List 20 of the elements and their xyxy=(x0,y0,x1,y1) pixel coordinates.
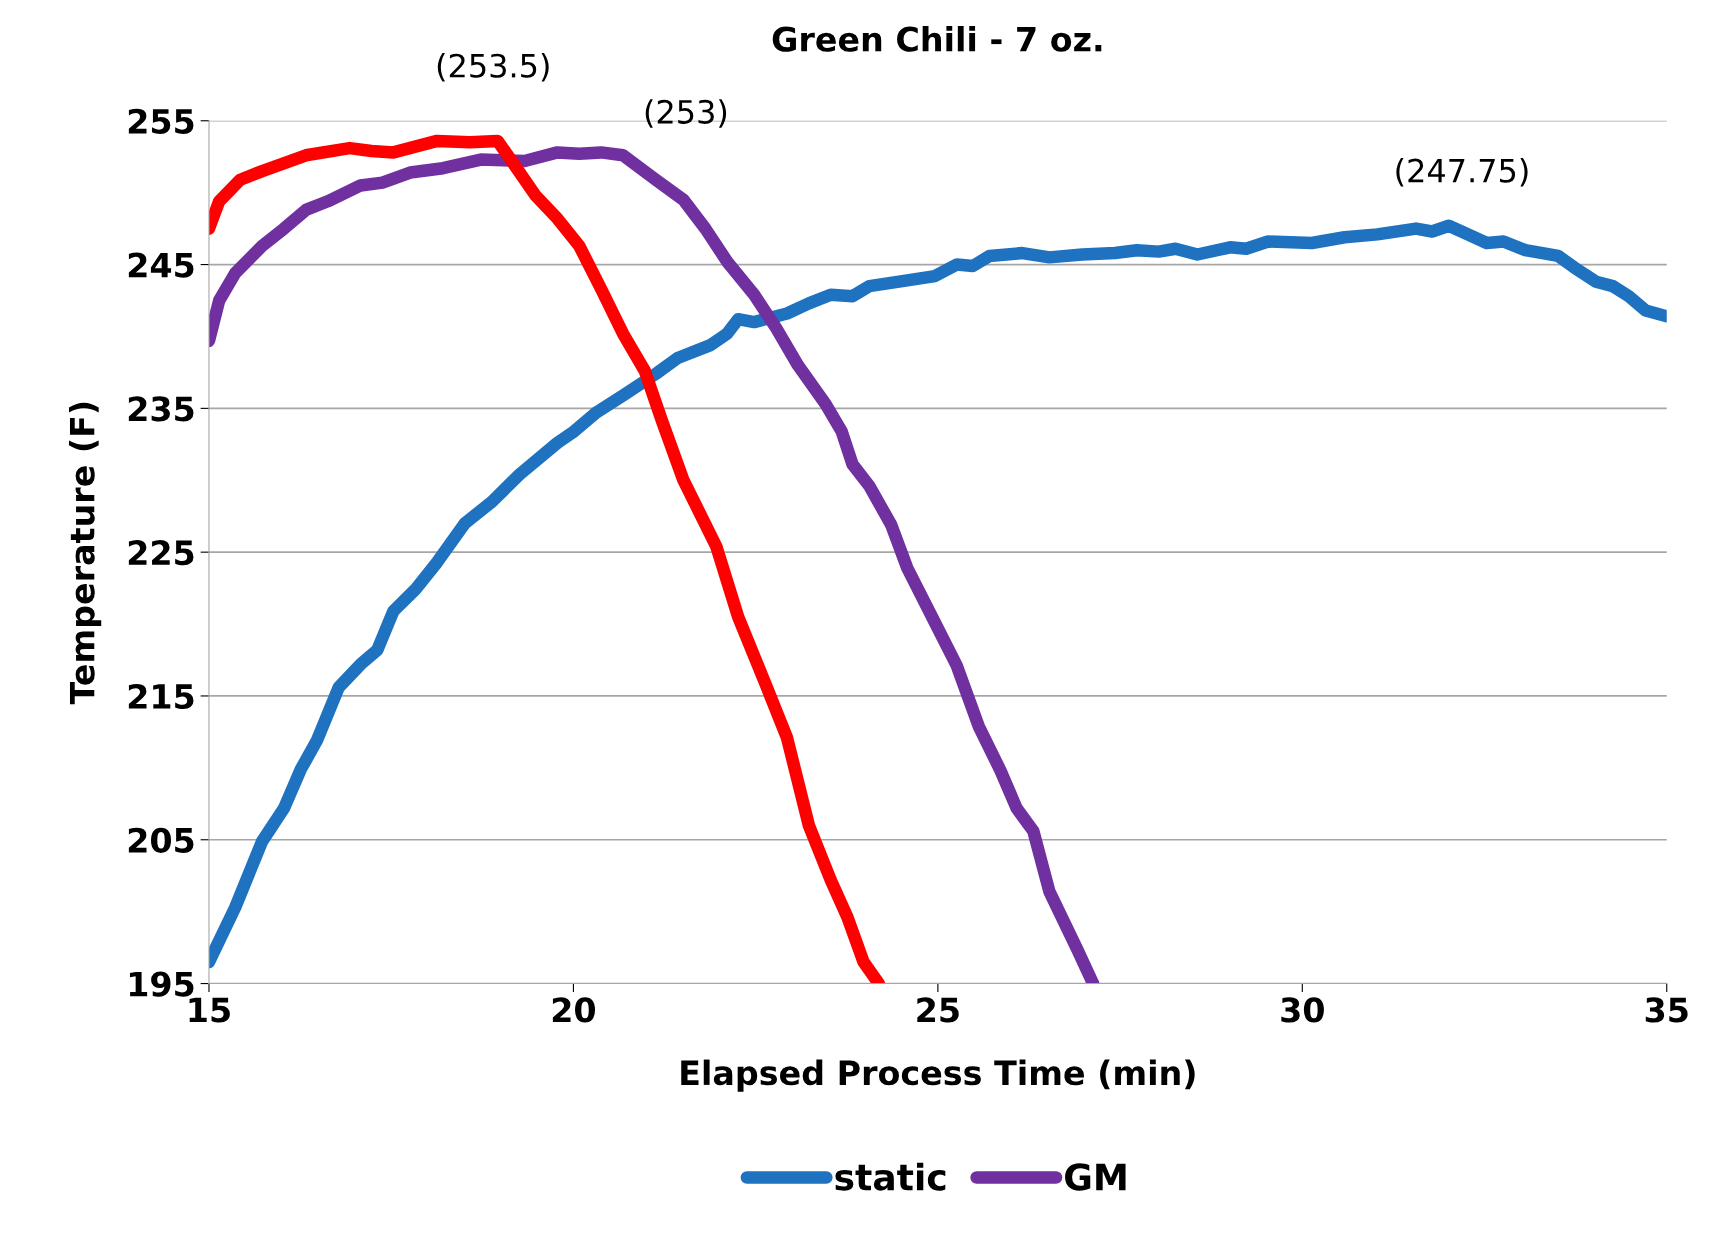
y-tick-label: 205 xyxy=(128,827,194,853)
y-tick-label: 245 xyxy=(128,252,194,278)
legend-label: static xyxy=(835,1162,946,1191)
y-axis-title: Temperature (F) xyxy=(68,402,102,705)
y-tick-label: 215 xyxy=(128,683,194,710)
x-tick-label: 30 xyxy=(1281,997,1324,1023)
x-tick-label: 15 xyxy=(189,997,230,1023)
x-axis-title: Elapsed Process Time (min) xyxy=(681,1059,1195,1092)
annotation: (247.75) xyxy=(1396,158,1528,187)
legend-label: GM xyxy=(1065,1163,1126,1191)
y-tick-label: 195 xyxy=(129,971,194,997)
x-tick-label: 20 xyxy=(552,997,596,1023)
x-tick-label: 35 xyxy=(1645,997,1688,1023)
x-tick-label: 25 xyxy=(917,997,959,1023)
annotation: (253) xyxy=(645,99,727,128)
y-tick-label: 235 xyxy=(128,396,194,422)
y-tick-label: 225 xyxy=(128,540,194,566)
annotation: (253.5) xyxy=(437,53,549,82)
chart-title: Green Chili - 7 oz. xyxy=(772,25,1102,52)
y-tick-label: 255 xyxy=(128,108,194,134)
